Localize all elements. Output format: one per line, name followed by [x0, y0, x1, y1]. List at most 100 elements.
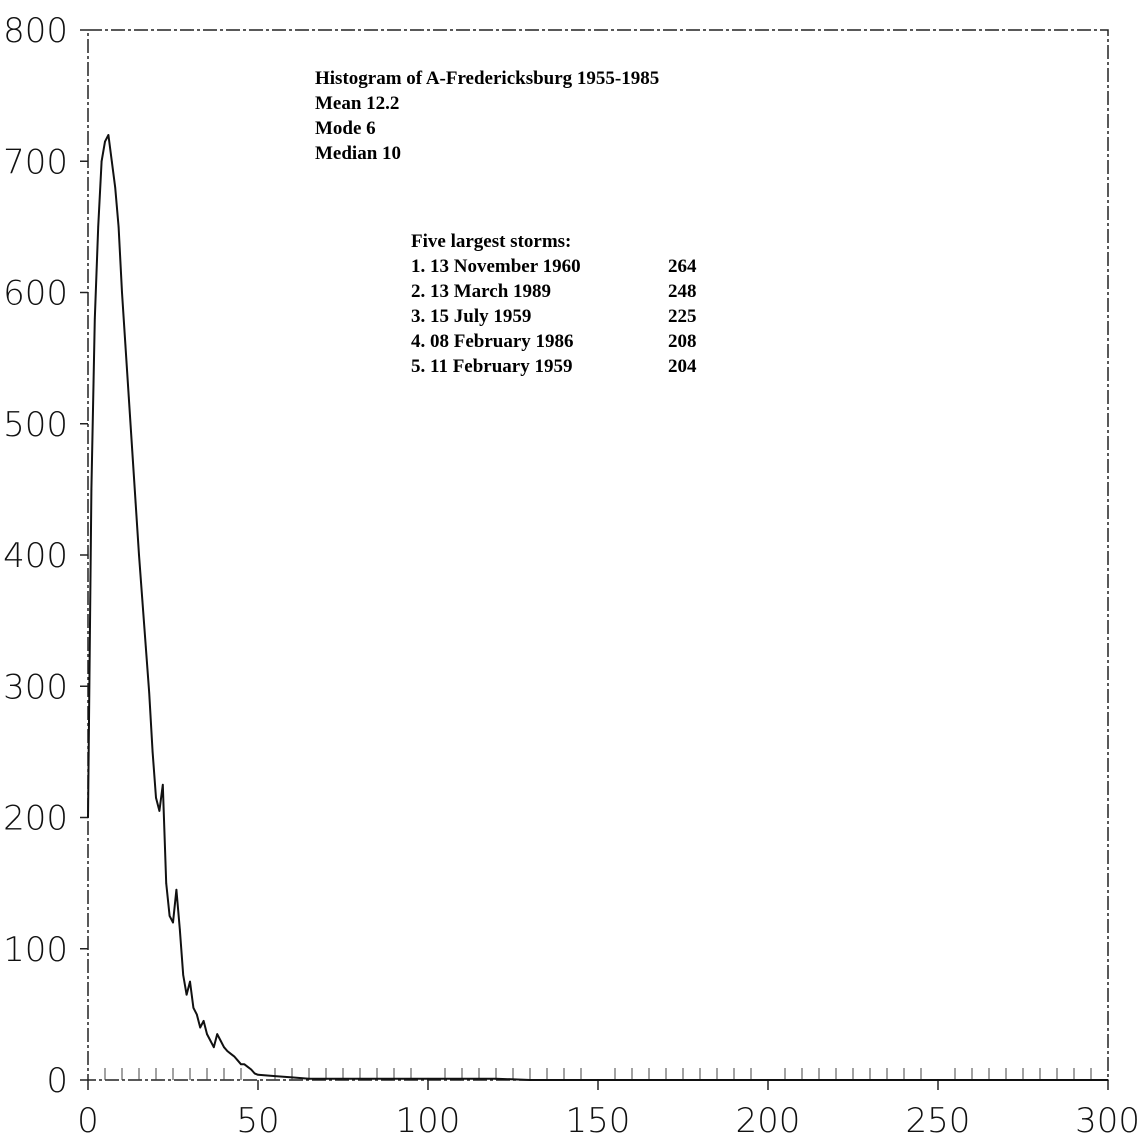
data-point: [141, 600, 144, 602]
data-point: [172, 921, 174, 924]
data-point: [165, 882, 167, 884]
storm-2-label: 2. 13 March 1989: [411, 281, 551, 302]
stat-median: Median 10: [315, 143, 401, 164]
data-point: [393, 1077, 395, 1080]
storm-2-value: 248: [668, 281, 697, 302]
data-point: [233, 1055, 235, 1058]
data-point: [155, 797, 157, 799]
annotation-block: Histogram of A-Fredericksburg 1955-1985 …: [315, 68, 697, 377]
storm-4-label: 4. 08 February 1986: [411, 331, 574, 352]
data-point: [104, 140, 106, 143]
data-point: [192, 1007, 195, 1009]
data-point: [461, 1077, 463, 1080]
y-tick-label-200: 200: [3, 799, 68, 839]
data-point: [134, 501, 137, 504]
data-point: [257, 1073, 259, 1076]
x-tick-label-300: 300: [1075, 1101, 1140, 1141]
data-point: [216, 1033, 218, 1035]
x-tick-label-0: 0: [77, 1101, 99, 1141]
x-axis: 0 50 100 150 200 250 300: [77, 1068, 1140, 1141]
data-point: [495, 1077, 497, 1080]
stat-mode: Mode 6: [315, 118, 376, 139]
data-point: [189, 980, 191, 983]
data-point: [253, 1072, 256, 1075]
x-tick-label-100: 100: [396, 1101, 461, 1141]
data-point: [117, 226, 120, 228]
storm-3-value: 225: [668, 306, 697, 327]
data-point: [427, 1077, 429, 1080]
data-point: [240, 1063, 242, 1066]
y-tick-label-700: 700: [3, 142, 68, 182]
data-point: [111, 160, 113, 163]
data-point: [199, 1026, 201, 1029]
storms-heading: Five largest storms:: [411, 231, 571, 252]
data-point: [250, 1068, 252, 1071]
y-tick-label-0: 0: [46, 1061, 68, 1101]
data-point: [325, 1077, 327, 1080]
data-point: [90, 488, 93, 491]
storm-1-label: 1. 13 November 1960: [411, 256, 581, 277]
data-point: [209, 1039, 212, 1042]
data-point: [182, 974, 184, 976]
data-point: [247, 1066, 249, 1068]
x-tick-label-250: 250: [906, 1101, 971, 1141]
data-point: [138, 554, 140, 556]
y-tick-label-600: 600: [3, 274, 68, 314]
stat-mean: Mean 12.2: [315, 93, 399, 114]
data-point: [529, 1079, 531, 1081]
data-point: [131, 449, 133, 451]
data-point: [121, 291, 123, 294]
x-tick-label-50: 50: [236, 1101, 279, 1141]
storm-1-value: 264: [668, 256, 697, 277]
data-point: [114, 186, 116, 189]
data-point: [230, 1052, 232, 1055]
data-point: [124, 344, 127, 346]
data-point: [97, 226, 99, 228]
data-point: [359, 1077, 361, 1080]
data-point: [308, 1077, 310, 1080]
x-tick-label-200: 200: [736, 1101, 801, 1141]
data-point: [100, 160, 103, 163]
data-point: [168, 915, 171, 917]
x-tick-label-150: 150: [566, 1101, 631, 1141]
data-point: [87, 816, 89, 819]
data-point: [179, 928, 181, 930]
data-point: [162, 783, 164, 786]
data-point: [563, 1079, 565, 1081]
storm-3-label: 3. 15 July 1959: [411, 306, 531, 327]
data-point: [175, 888, 178, 891]
data-point: [128, 396, 130, 399]
data-point: [196, 1013, 198, 1016]
y-tick-label-100: 100: [3, 930, 68, 970]
data-point: [94, 317, 96, 320]
data-point: [243, 1063, 246, 1066]
data-point: [937, 1079, 939, 1081]
data-point: [223, 1046, 225, 1048]
plot-frame: [87, 29, 1109, 1081]
data-point: [206, 1033, 208, 1035]
y-axis: 0 100 200 300 400 500 600 700 800: [3, 11, 88, 1101]
data-point: [107, 134, 110, 136]
series-line-0: [87, 134, 1108, 1081]
data-point: [151, 751, 154, 753]
data-point: [236, 1059, 239, 1062]
chart-title: Histogram of A-Fredericksburg 1955-1985: [315, 68, 659, 89]
data-point: [202, 1020, 205, 1022]
y-tick-label-800: 800: [3, 11, 68, 51]
data-point: [767, 1079, 769, 1081]
data-point: [185, 993, 188, 996]
y-tick-label-300: 300: [3, 667, 68, 707]
data-point: [1107, 1079, 1109, 1081]
data-point: [597, 1079, 599, 1081]
data-point: [213, 1046, 215, 1048]
y-tick-label-500: 500: [3, 405, 68, 445]
data-point: [226, 1050, 229, 1052]
data-point: [291, 1076, 293, 1079]
data-point: [158, 810, 161, 812]
storm-5-value: 204: [668, 356, 697, 377]
storm-5-label: 5. 11 February 1959: [411, 356, 573, 377]
data-point: [145, 646, 147, 648]
data-point: [219, 1039, 222, 1042]
data-point: [274, 1075, 276, 1077]
